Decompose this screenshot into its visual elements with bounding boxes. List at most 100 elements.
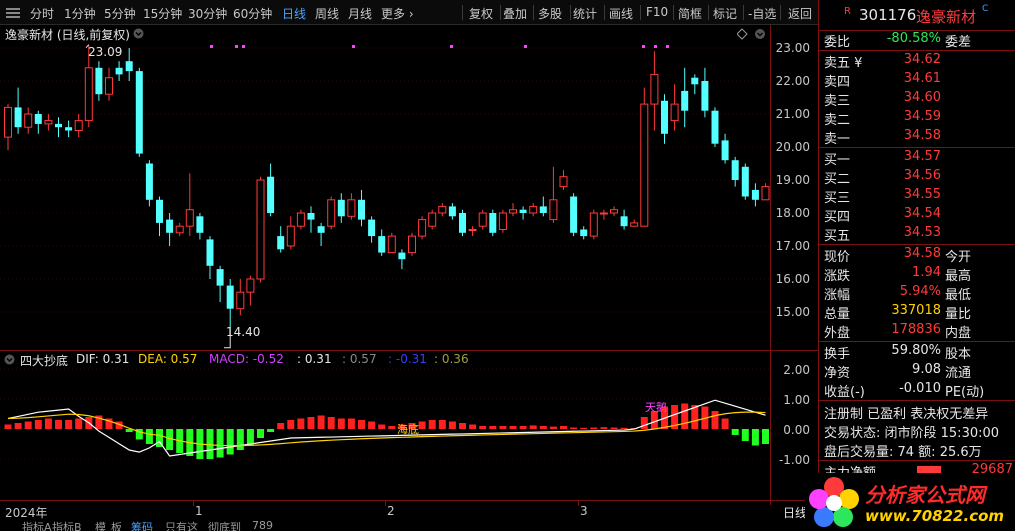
back-button[interactable]: 返回	[788, 7, 813, 21]
tab-more[interactable]: 更多 ›	[381, 7, 414, 21]
bottom-tab[interactable]: 板	[111, 521, 122, 531]
overlay-button[interactable]: 叠加	[503, 7, 528, 21]
stat-value: 59.80%	[891, 343, 941, 358]
price-tick: 22.00	[775, 74, 810, 88]
sell-row[interactable]: 卖三 34.60	[819, 90, 1015, 109]
chart-settings-icon[interactable]	[737, 28, 767, 40]
tab-weekly[interactable]: 周线	[315, 7, 340, 21]
time-axis: 2024年 1 2 3 日线	[0, 500, 818, 531]
tab-30min[interactable]: 30分钟	[188, 7, 228, 21]
buy-row[interactable]: 买一 34.57	[819, 149, 1015, 168]
candle-body	[701, 81, 709, 111]
macd-bar	[671, 405, 679, 429]
candle-body	[74, 120, 83, 131]
sell-row[interactable]: 卖一 34.58	[819, 128, 1015, 147]
bottom-tab[interactable]: 指标B	[52, 521, 82, 531]
stats-button[interactable]: 统计	[573, 7, 598, 21]
macd-bar	[34, 420, 42, 429]
price-tick: 20.00	[775, 140, 810, 154]
candle-body	[145, 163, 153, 200]
bottom-tab[interactable]: 彻底到	[208, 521, 241, 531]
bottom-tab[interactable]: 789	[252, 519, 273, 531]
stat-row: 外盘 178836 内盘	[819, 322, 1015, 341]
candle-body	[368, 219, 376, 237]
tab-5min[interactable]: 5分钟	[104, 7, 136, 21]
macd-bar	[378, 424, 386, 429]
bottom-tab[interactable]: 模	[95, 521, 106, 531]
fuquan-button[interactable]: 复权	[469, 7, 494, 21]
low-pointer	[224, 331, 231, 349]
macd-bar	[428, 420, 436, 429]
logo-url: www.70822.com	[865, 507, 1005, 525]
tab-monthly[interactable]: 月线	[348, 7, 373, 21]
indicator-pane[interactable]: 四大抄底 DIF: 0.31 DEA: 0.57 MACD: -0.52 : 0…	[0, 350, 818, 500]
dif-line	[7, 399, 766, 457]
menu-icon[interactable]	[6, 7, 20, 19]
webi-label: 委比	[824, 35, 851, 50]
price-tick: 18.00	[775, 206, 810, 220]
candle-body	[721, 140, 729, 161]
stat-label: 净资	[824, 366, 851, 381]
badge-c: C	[982, 4, 989, 14]
sell-row[interactable]: 卖五 ¥ 34.62	[819, 52, 1015, 71]
stat-label: 总量	[824, 307, 851, 322]
webi-row: 委比 -80.58% 委差	[819, 31, 1015, 50]
multi-stock-button[interactable]: 多股	[538, 7, 563, 21]
tab-60min[interactable]: 60分钟	[233, 7, 273, 21]
macd-bar	[327, 417, 335, 429]
x-label: 1	[195, 504, 203, 518]
candle-body	[478, 212, 487, 227]
stat-row: 收益(-) -0.010 PE(动)	[819, 381, 1015, 400]
tab-fenshi[interactable]: 分时	[30, 7, 55, 21]
bottom-tab[interactable]: 筹码	[131, 521, 153, 531]
stock-code: 301176	[859, 6, 917, 24]
candle-body	[24, 113, 33, 128]
tab-daily[interactable]: 日线	[282, 7, 307, 21]
stat-row: 涨跌 1.94 最高	[819, 265, 1015, 284]
macd-bar	[509, 426, 517, 429]
candle-body	[418, 219, 427, 237]
remove-watchlist-button[interactable]: -自选	[748, 7, 777, 21]
candle-body	[519, 209, 527, 213]
stat-row: 涨幅 5.94% 最低	[819, 284, 1015, 303]
signal-marker	[642, 45, 645, 48]
stat-value: 337018	[891, 303, 941, 318]
candle-body	[640, 103, 649, 227]
candle-body	[185, 209, 194, 227]
chevron-down-icon[interactable]	[133, 28, 144, 39]
mark-button[interactable]: 标记	[713, 7, 738, 21]
buy-row[interactable]: 买三 34.55	[819, 187, 1015, 206]
candle-body	[539, 206, 547, 213]
stat-label: 现价	[824, 250, 851, 265]
buy-row[interactable]: 买五 34.53	[819, 225, 1015, 244]
sell-price: 34.58	[903, 128, 941, 143]
tab-15min[interactable]: 15分钟	[143, 7, 183, 21]
tab-1min[interactable]: 1分钟	[64, 7, 96, 21]
bottom-tab[interactable]: 只有这	[165, 521, 198, 531]
macd-bar	[650, 411, 658, 429]
macd-bar	[257, 429, 264, 438]
candle-body	[236, 291, 245, 310]
bottom-tab[interactable]: 指标A	[22, 521, 52, 531]
kline-chart[interactable]: 逸豪新材 (日线,前复权) 23.09 14.40 23.00 22.00 21…	[0, 25, 818, 350]
x-label: 2	[387, 504, 395, 518]
stat-label-right: 流通	[945, 366, 972, 381]
indicator-tick: -1.00	[778, 453, 810, 467]
buy-row[interactable]: 买二 34.56	[819, 168, 1015, 187]
sell-row[interactable]: 卖四 34.61	[819, 71, 1015, 90]
macd-bar	[590, 427, 598, 429]
stat-value: 9.08	[912, 362, 941, 377]
draw-button[interactable]: 画线	[609, 7, 634, 21]
extra-value-2: : 0.57	[342, 352, 377, 366]
candle-body	[681, 90, 689, 111]
stat-label: 涨幅	[824, 288, 851, 303]
simple-frame-button[interactable]: 简框	[678, 7, 703, 21]
high-label: 23.09	[88, 45, 123, 59]
chevron-down-icon[interactable]	[4, 354, 15, 365]
f10-button[interactable]: F10	[646, 5, 669, 19]
sell-row[interactable]: 卖二 34.59	[819, 109, 1015, 128]
macd-bar	[560, 426, 567, 429]
stat-row: 净资 9.08 流通	[819, 362, 1015, 381]
candle-body	[256, 179, 265, 280]
buy-row[interactable]: 买四 34.54	[819, 206, 1015, 225]
